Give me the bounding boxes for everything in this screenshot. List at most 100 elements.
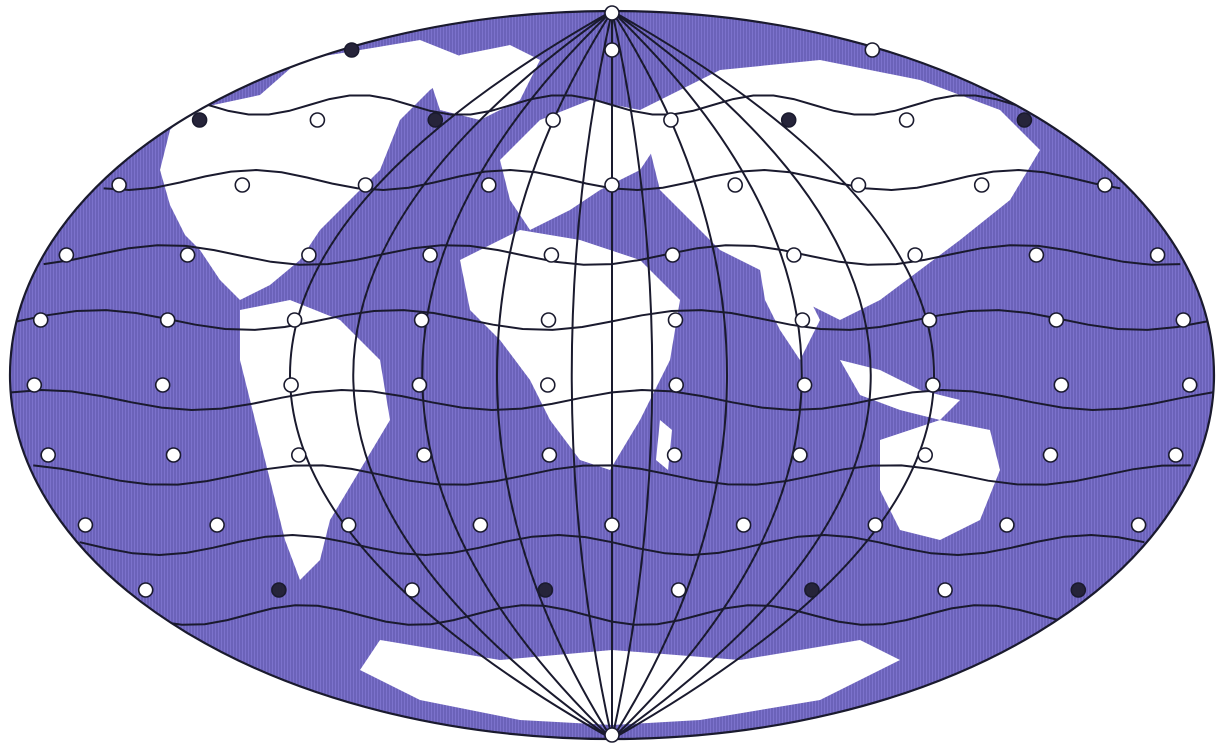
grid-latitude-band (16, 309, 1208, 331)
grid-node (663, 112, 679, 128)
grid-node (111, 177, 127, 193)
grid-node (209, 517, 225, 533)
grid-node (907, 247, 923, 263)
grid-node (543, 247, 560, 263)
europe-landmass (500, 100, 660, 230)
grid-node (604, 517, 620, 533)
grid-node (727, 177, 744, 193)
grid-node (545, 112, 561, 128)
asia-landmass (640, 60, 1040, 320)
grid-node (1175, 312, 1192, 328)
grid-node (340, 517, 357, 533)
grid-node (480, 177, 497, 193)
grid-node (271, 582, 287, 598)
grid-node (604, 727, 620, 743)
grid-node (1130, 517, 1147, 533)
grid-node (668, 377, 685, 393)
grid-node (850, 177, 867, 193)
grid-node (26, 377, 43, 393)
grid-node (137, 582, 154, 598)
grid-node (301, 247, 317, 263)
grid-node (472, 517, 489, 533)
grid-node (422, 247, 438, 263)
grid-node (40, 447, 57, 463)
grid-latitude-band (33, 464, 1191, 486)
grid-node (541, 447, 558, 463)
grid-latitude-band (159, 604, 1065, 626)
grid-node (664, 247, 681, 263)
grid-node (786, 247, 802, 263)
grid-node (937, 582, 953, 598)
grid-node (1053, 377, 1070, 393)
landmasses (160, 40, 1040, 725)
grid-meridian (611, 11, 654, 739)
grid-node (404, 582, 420, 598)
grid-meridian (570, 11, 613, 739)
grid-node (604, 42, 620, 58)
grid-meridian (611, 11, 872, 739)
australia-landmass (880, 420, 1000, 540)
grid-node (413, 312, 430, 328)
grid-latitude-band (43, 244, 1181, 266)
grid-node (283, 377, 299, 393)
grid-node (540, 312, 557, 328)
grid-node (165, 447, 182, 463)
grid-latitude-band (208, 94, 1016, 116)
grid-node (917, 447, 934, 463)
grid-node (667, 312, 684, 328)
grid-node (290, 447, 307, 463)
north-america-landmass (160, 40, 470, 300)
grid-node (804, 582, 820, 598)
grid-node (898, 112, 915, 128)
grid-nodes (26, 5, 1198, 743)
grid-node (179, 247, 196, 263)
grid-node (286, 312, 303, 328)
grid-latitude-band (11, 388, 1213, 412)
grid-node (780, 112, 797, 128)
grid-node (796, 377, 813, 393)
grid-node (154, 377, 171, 393)
grid-meridian (611, 11, 935, 739)
grid-node (411, 377, 428, 393)
grid-node (867, 517, 884, 533)
grid-node (1028, 247, 1045, 263)
grid-node (1070, 582, 1087, 598)
grid-node (1048, 312, 1065, 328)
grid-node (1168, 447, 1184, 463)
grid-node (794, 312, 811, 328)
greenland-landmass (430, 45, 540, 120)
grid-node (77, 517, 94, 533)
grid-node (159, 312, 176, 328)
africa-landmass (460, 230, 680, 470)
antarctica-landmass (360, 640, 900, 725)
grid-node (1181, 377, 1198, 393)
grid-meridian (421, 11, 613, 739)
grid-node (670, 582, 687, 598)
grid-node (925, 377, 941, 393)
grid-node (973, 177, 990, 193)
grid-node (666, 447, 683, 463)
grid-meridian (352, 11, 613, 739)
grid-node (343, 42, 360, 58)
grid-node (427, 112, 444, 128)
grid-node (191, 112, 208, 128)
grid-node (735, 517, 752, 533)
grid-meridian (611, 11, 803, 739)
grid-node (234, 177, 251, 193)
grid-node (604, 177, 620, 193)
grid-node (537, 582, 554, 598)
grid-node (864, 42, 881, 58)
grid-node (309, 112, 326, 128)
grid-node (921, 312, 938, 328)
grid-node (792, 447, 808, 463)
grid-node (1097, 177, 1113, 193)
grid-latitude-band (79, 533, 1145, 557)
grid-node-north-pole (604, 5, 620, 21)
grid-node (416, 447, 432, 463)
grid-node (1042, 447, 1059, 463)
grid-node (357, 177, 374, 193)
grid-node (539, 377, 556, 393)
grid-node (58, 247, 75, 263)
grid-node (999, 517, 1015, 533)
